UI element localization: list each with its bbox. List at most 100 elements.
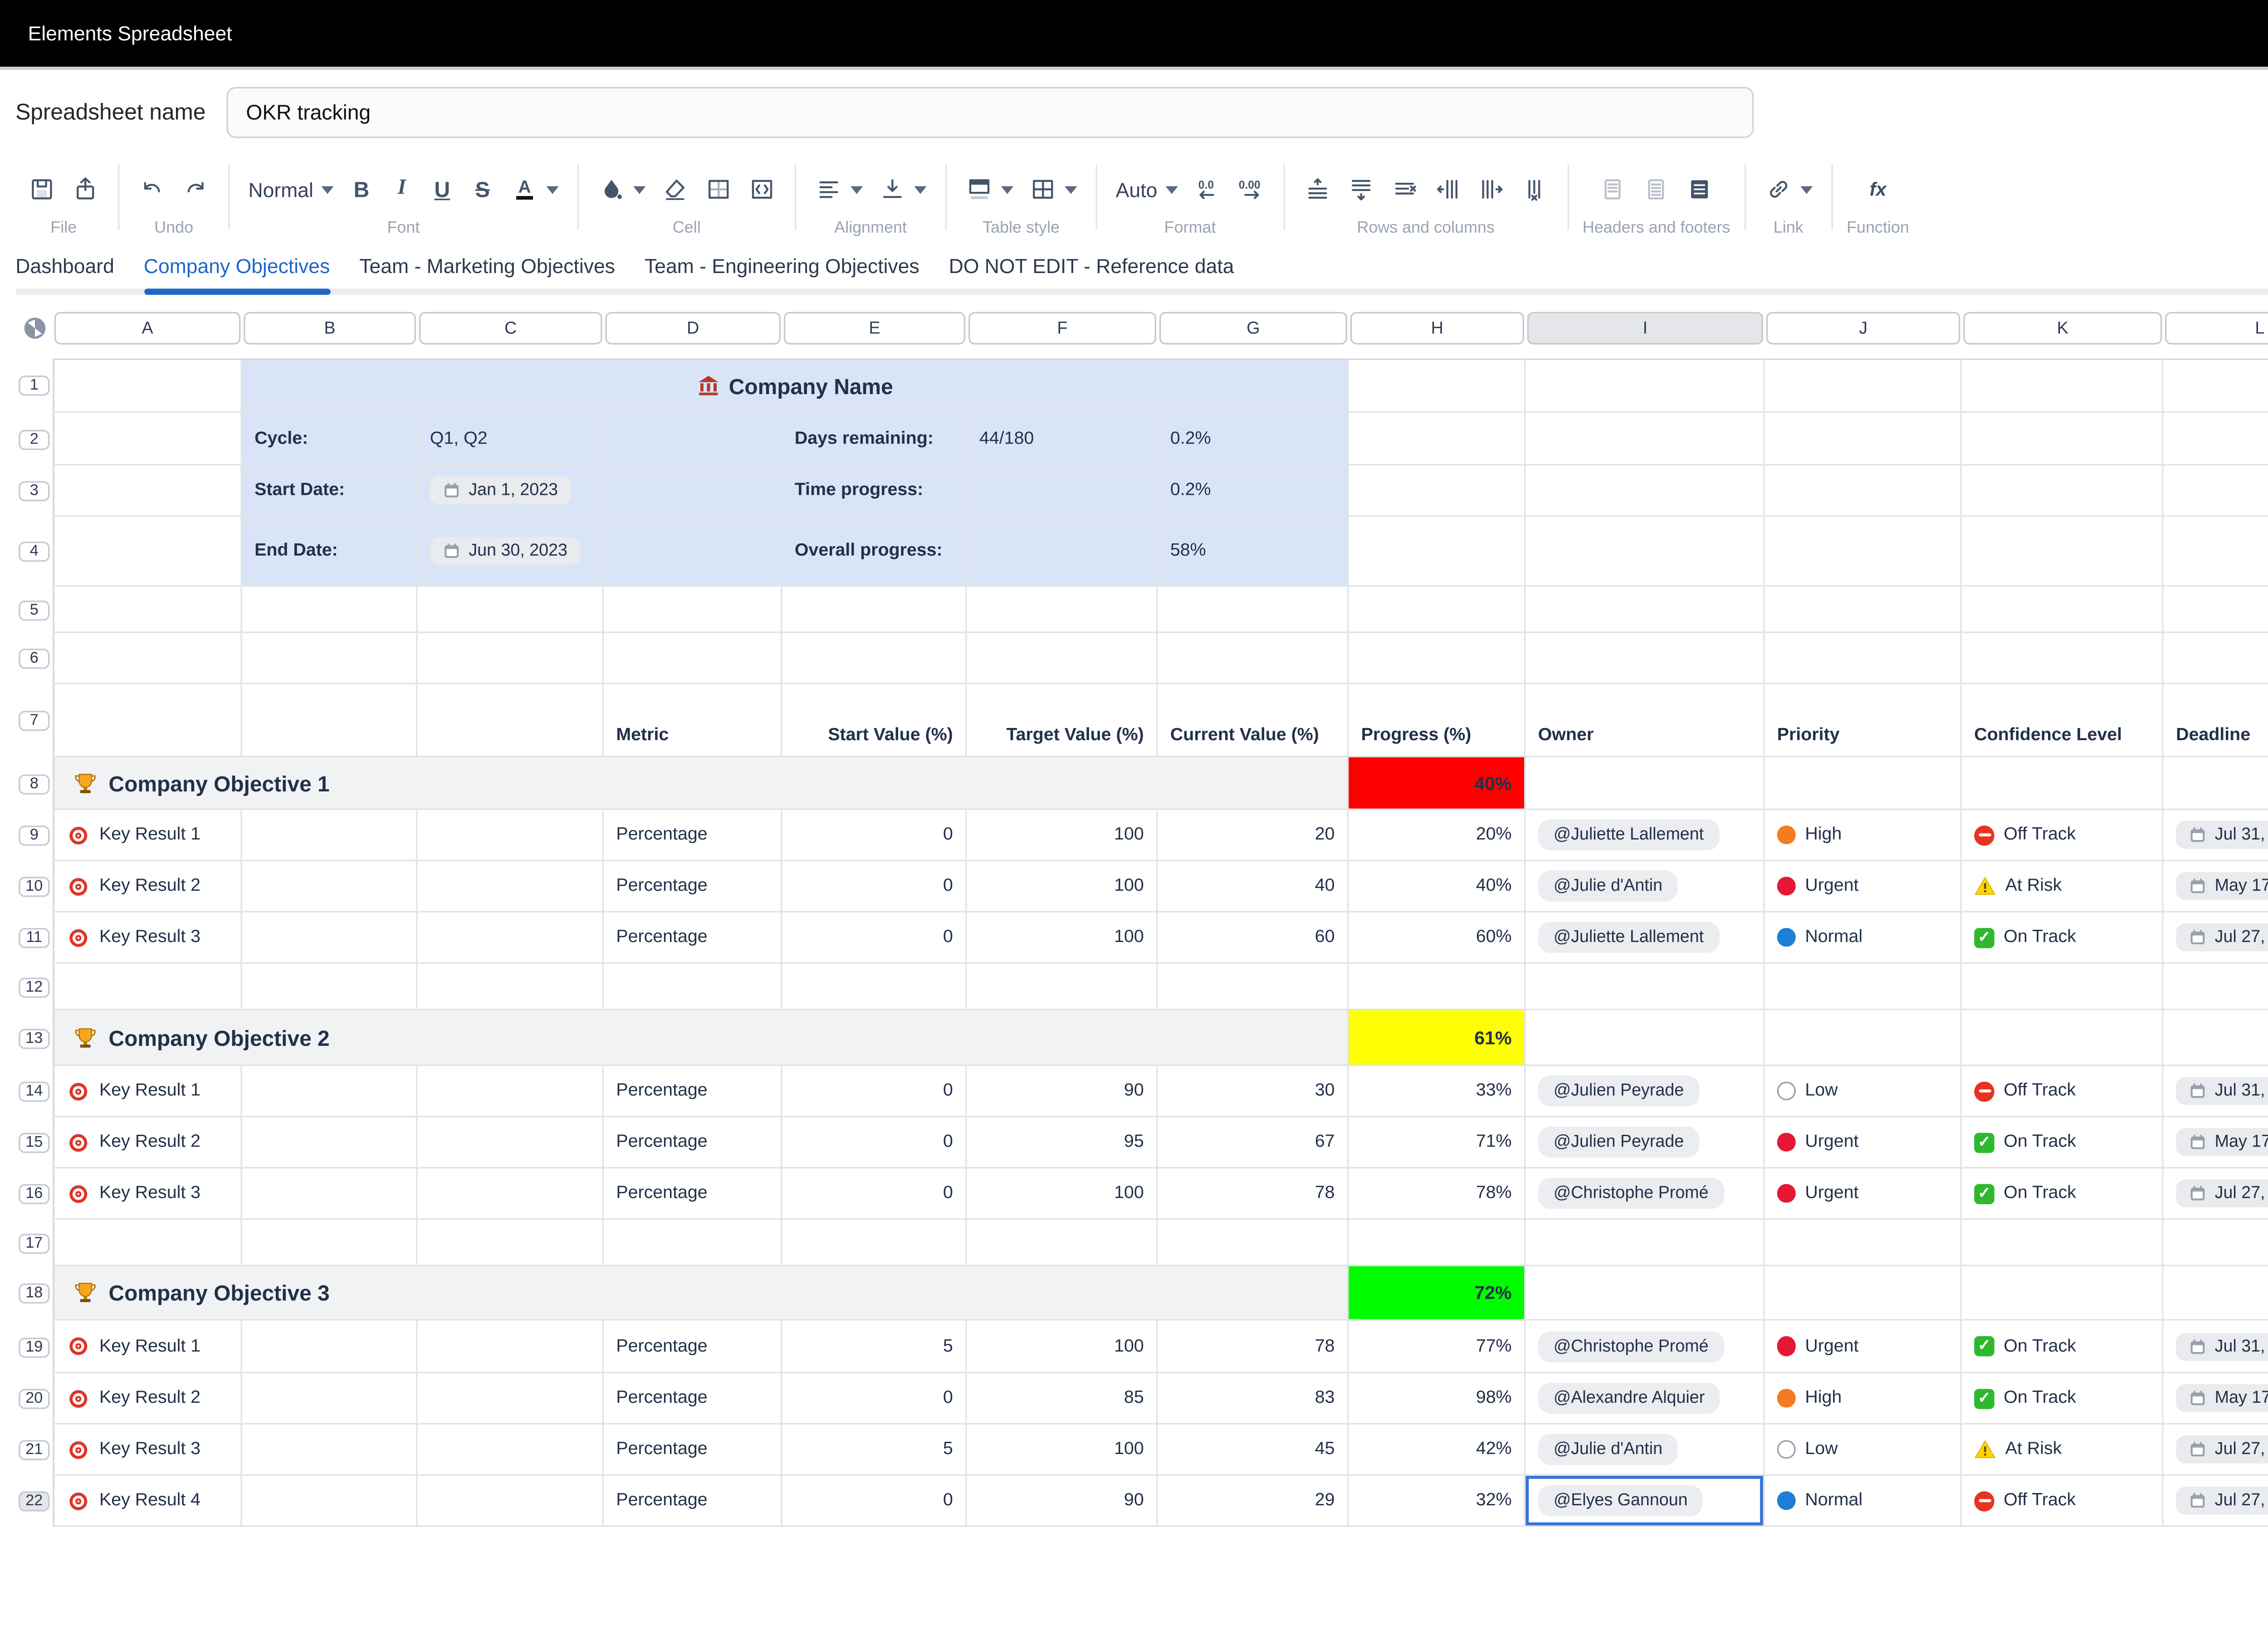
cell-K13[interactable] [1962,1010,2164,1066]
cell-D15[interactable]: Percentage [604,1118,782,1169]
cell-C15[interactable] [417,1118,604,1169]
cell-A21[interactable]: Key Result 3 [53,1425,242,1476]
row-header-22[interactable]: 22 [15,1476,53,1527]
cell-B9[interactable] [242,810,418,861]
cell-L16[interactable]: Jul 27, 2023 [2164,1168,2268,1220]
increase-decimal-button[interactable]: 0.00 [1232,171,1269,208]
cell-L20[interactable]: May 17, 2023 [2164,1373,2268,1425]
cell-D22[interactable]: Percentage [604,1476,782,1527]
cell-I17[interactable] [1525,1220,1765,1266]
cell-A10[interactable]: Key Result 2 [53,861,242,913]
cell-I12[interactable] [1525,964,1765,1010]
underline-button[interactable]: U [425,172,459,206]
row-header-16[interactable]: 16 [15,1168,53,1220]
cell-L6[interactable] [2164,633,2268,684]
tab-do-not-edit-reference-data[interactable]: DO NOT EDIT - Reference data [949,248,1234,295]
column-header-A[interactable]: A [54,312,241,345]
cell-J22[interactable]: Normal [1765,1476,1962,1527]
cell-A4[interactable] [53,517,242,586]
cell-E10[interactable]: 0 [782,861,967,913]
cell-F22[interactable]: 90 [967,1476,1158,1527]
row-header-20[interactable]: 20 [15,1373,53,1425]
cell-G11[interactable]: 60 [1158,913,1349,964]
cell-L8[interactable] [2164,757,2268,810]
cell-I22[interactable]: @Elyes Gannoun [1525,1476,1765,1527]
row-header-7[interactable]: 7 [15,684,53,757]
cell-L15[interactable]: May 17, 2023 [2164,1118,2268,1169]
cell-G6[interactable] [1158,633,1349,684]
column-header-I[interactable]: I [1527,312,1763,345]
cell-B3[interactable]: Start Date: [242,465,418,517]
cell-C5[interactable] [417,586,604,633]
cell-L17[interactable] [2164,1220,2268,1266]
cell-J11[interactable]: Normal [1765,913,1962,964]
row-header-15[interactable]: 15 [15,1118,53,1169]
cell-A15[interactable]: Key Result 2 [53,1118,242,1169]
cell-C12[interactable] [417,964,604,1010]
cell-H18[interactable]: 72% [1349,1266,1525,1321]
cell-B1[interactable]: Company Name [242,358,1349,413]
column-header-D[interactable]: D [605,312,781,345]
header-rows-button[interactable] [1594,171,1632,208]
export-button[interactable] [67,171,104,208]
row-header-1[interactable]: 1 [15,358,53,413]
cell-A2[interactable] [53,413,242,465]
cell-K12[interactable] [1962,964,2164,1010]
cell-J6[interactable] [1765,633,1962,684]
cell-D2[interactable] [604,413,782,465]
cell-K18[interactable] [1962,1266,2164,1321]
cell-L14[interactable]: Jul 31, 2023 [2164,1066,2268,1118]
cell-L1[interactable] [2164,358,2268,413]
cell-A16[interactable]: Key Result 3 [53,1168,242,1220]
italic-button[interactable]: I [385,172,419,206]
cell-J14[interactable]: Low [1765,1066,1962,1118]
cell-A9[interactable]: Key Result 1 [53,810,242,861]
column-header-J[interactable]: J [1766,312,1960,345]
cell-E22[interactable]: 0 [782,1476,967,1527]
cell-F14[interactable]: 90 [967,1066,1158,1118]
cell-C14[interactable] [417,1066,604,1118]
cell-G15[interactable]: 67 [1158,1118,1349,1169]
cell-G17[interactable] [1158,1220,1349,1266]
cell-D17[interactable] [604,1220,782,1266]
cell-L2[interactable] [2164,413,2268,465]
cell-G3[interactable]: 0.2% [1158,465,1349,517]
cell-I16[interactable]: @Christophe Promé [1525,1168,1765,1220]
cell-E16[interactable]: 0 [782,1168,967,1220]
cell-L12[interactable] [2164,964,2268,1010]
spreadsheet-name-input[interactable] [226,87,1753,138]
tab-team-engineering-objectives[interactable]: Team - Engineering Objectives [645,248,919,295]
insert-row-above-button[interactable] [1299,171,1336,208]
cell-C22[interactable] [417,1476,604,1527]
cell-C4[interactable]: Jun 30, 2023 [417,517,604,586]
cell-G21[interactable]: 45 [1158,1425,1349,1476]
cell-I8[interactable] [1525,757,1765,810]
cell-I18[interactable] [1525,1266,1765,1321]
cell-I11[interactable]: @Juliette Lallement [1525,913,1765,964]
cell-K21[interactable]: At Risk [1962,1425,2164,1476]
cell-J7[interactable]: Priority [1765,684,1962,757]
cell-H14[interactable]: 33% [1349,1066,1525,1118]
cell-J20[interactable]: High [1765,1373,1962,1425]
cell-F3[interactable] [967,465,1158,517]
cell-F9[interactable]: 100 [967,810,1158,861]
cell-C19[interactable] [417,1321,604,1373]
cell-J3[interactable] [1765,465,1962,517]
cell-E7[interactable]: Start Value (%) [782,684,967,757]
cell-B16[interactable] [242,1168,418,1220]
cell-J13[interactable] [1765,1010,1962,1066]
row-header-8[interactable]: 8 [15,757,53,810]
cell-A3[interactable] [53,465,242,517]
cell-K19[interactable]: On Track [1962,1321,2164,1373]
cell-F11[interactable]: 100 [967,913,1158,964]
header-columns-button[interactable] [1638,171,1675,208]
cell-A20[interactable]: Key Result 2 [53,1373,242,1425]
cell-D3[interactable] [604,465,782,517]
cell-L22[interactable]: Jul 27, 2023 [2164,1476,2268,1527]
cell-H19[interactable]: 77% [1349,1321,1525,1373]
cell-E9[interactable]: 0 [782,810,967,861]
cell-H4[interactable] [1349,517,1525,586]
link-button[interactable] [1760,171,1817,208]
undo-button[interactable] [133,171,171,208]
column-header-K[interactable]: K [1963,312,2162,345]
